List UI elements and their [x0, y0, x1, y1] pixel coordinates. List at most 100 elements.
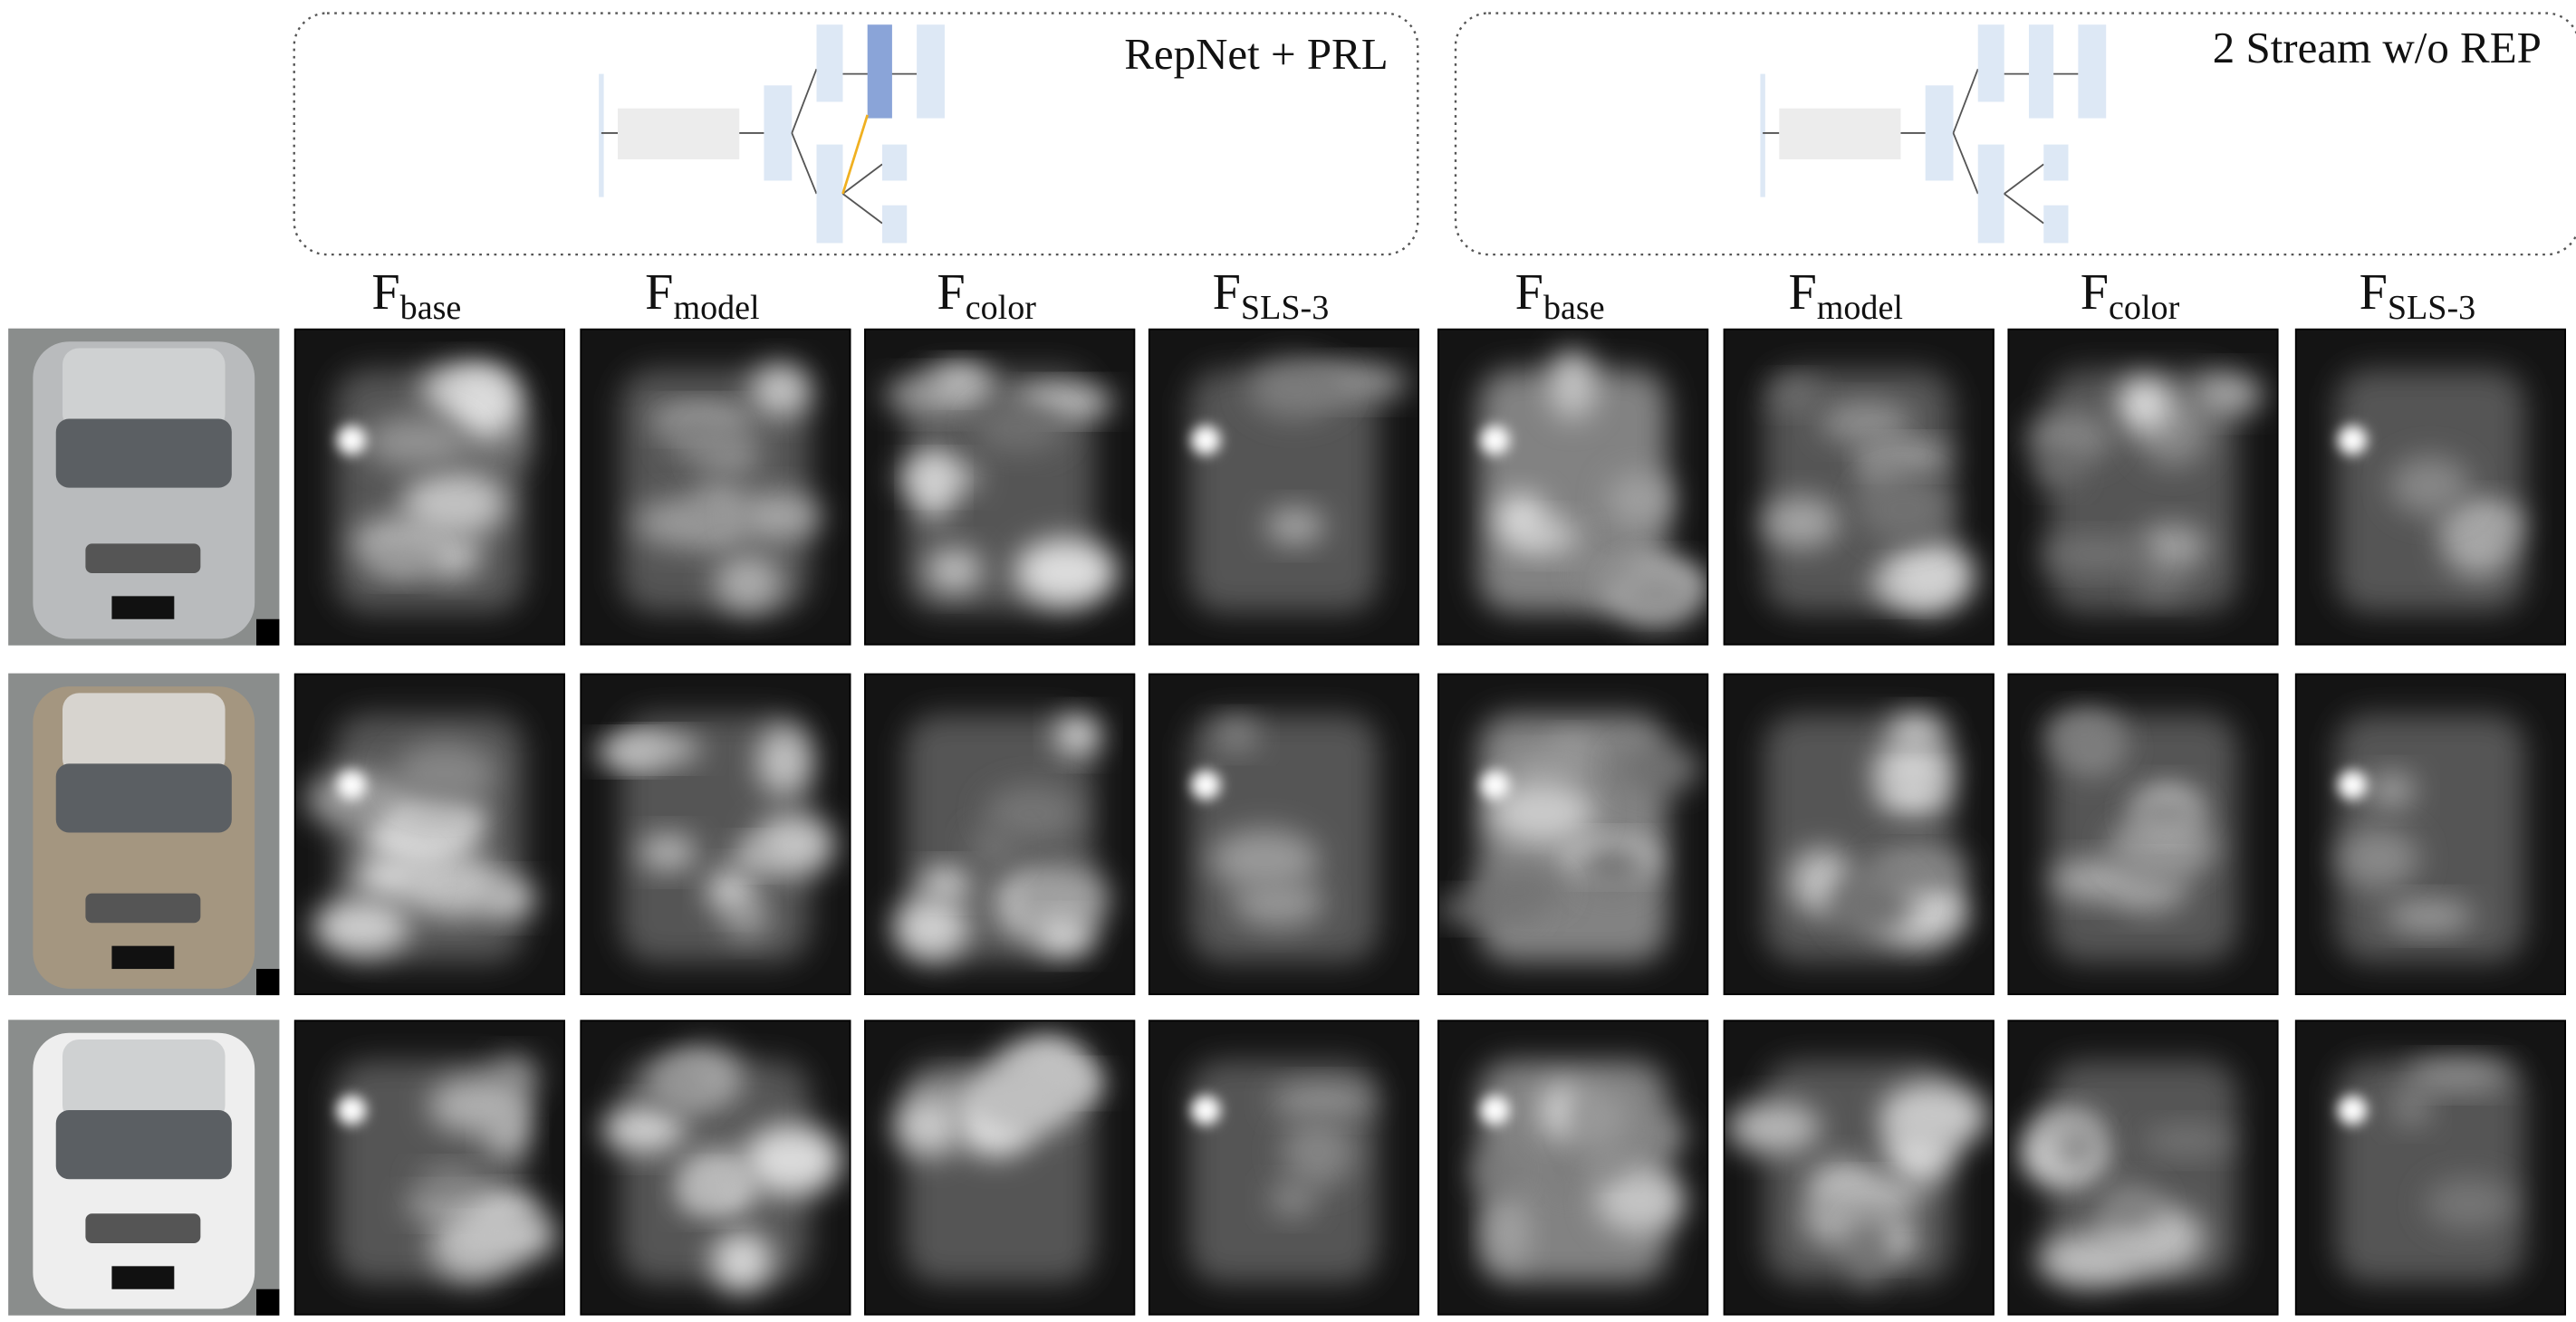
label-sub: color [2109, 289, 2180, 327]
heat-blob [1496, 493, 1546, 543]
heat-blob [2442, 501, 2523, 544]
corner [256, 1288, 280, 1316]
heat-blob [369, 543, 434, 578]
windshield [55, 418, 232, 488]
block [2028, 24, 2054, 119]
heat-blob [926, 548, 983, 592]
heat-blob [714, 553, 783, 613]
grille [85, 543, 201, 573]
heat-frame [1437, 673, 1709, 996]
heatmap [2007, 1020, 2279, 1316]
heat-blob [968, 1063, 1076, 1136]
label-main: F [1515, 264, 1543, 321]
heatmap [1723, 673, 1994, 996]
hot-spot [336, 770, 367, 800]
heat-frame [2007, 328, 2279, 646]
car-roof [62, 1039, 226, 1122]
heat-blob [2099, 1183, 2160, 1231]
link [2004, 193, 2044, 225]
heat-blob [486, 1099, 529, 1160]
heatmap [1148, 1020, 1420, 1316]
heat-blob [1726, 1101, 1821, 1154]
heat-base [1189, 369, 1379, 613]
heat-blob [1215, 719, 1258, 751]
heat-blob [1886, 541, 1975, 612]
block [1779, 108, 1901, 159]
windshield [55, 763, 232, 833]
heat-blob [401, 469, 507, 539]
link [841, 193, 883, 225]
heat-blob [932, 365, 990, 396]
heat-blob [2134, 568, 2188, 601]
label-sub: base [400, 289, 462, 327]
block [2043, 205, 2069, 244]
heat-blob [2141, 1125, 2233, 1156]
column-label: Fmodel [1789, 264, 1903, 327]
heat-blob [363, 416, 471, 468]
label-main: F [371, 264, 399, 321]
heat-blob [969, 827, 1020, 868]
heat-blob [2389, 455, 2471, 516]
heat-blob [920, 867, 972, 900]
heat-blob [914, 450, 954, 519]
heat-blob [984, 785, 1081, 842]
heat-blob [735, 491, 822, 541]
label-main: F [1213, 264, 1241, 321]
heat-blob [400, 852, 505, 918]
heat-blob [706, 869, 756, 912]
heatmap [2294, 1020, 2567, 1316]
heatmap [1437, 673, 1709, 996]
car-roof [62, 348, 226, 431]
heatmap [864, 673, 1136, 996]
heat-frame [2007, 673, 2279, 996]
heat-blob [1269, 1182, 1317, 1217]
corner [256, 969, 280, 996]
heat-blob [1016, 865, 1110, 934]
heatmap [2007, 673, 2279, 996]
heat-blob [1763, 496, 1841, 549]
column-label: Fcolor [937, 264, 1036, 327]
heat-blob [1549, 1143, 1590, 1195]
heat-blob [1571, 1087, 1629, 1147]
heat-blob [1607, 472, 1673, 528]
heat-blob [2338, 828, 2420, 889]
heat-blob [1270, 1084, 1374, 1118]
heatmap [580, 1020, 851, 1316]
heat-blob [2051, 859, 2147, 900]
plate [111, 945, 175, 970]
grille [85, 893, 201, 924]
label-sub: model [1817, 289, 1903, 327]
heat-blob [305, 770, 409, 829]
plate [111, 596, 175, 619]
grille [85, 1213, 201, 1243]
heat-blob [2055, 1129, 2099, 1169]
corner [256, 618, 280, 646]
heat-blob [405, 1191, 495, 1220]
heat-blob [973, 404, 1067, 453]
heat-blob [1503, 751, 1590, 784]
heat-blob [1265, 507, 1325, 545]
car-roof [62, 693, 226, 776]
heat-frame [864, 328, 1136, 646]
label-main: F [645, 264, 673, 321]
heat-frame [1723, 328, 1994, 646]
heatmap [1437, 328, 1709, 646]
plate [111, 1266, 175, 1289]
car-photo [8, 1020, 280, 1316]
heat-frame [1148, 328, 1420, 646]
block [2043, 144, 2069, 181]
block [2078, 24, 2107, 119]
heat-blob [1488, 1199, 1530, 1268]
heat-blob [2403, 1059, 2512, 1091]
heat-blob [2027, 411, 2114, 464]
heat-frame [293, 1020, 565, 1316]
heat-blob [756, 726, 812, 797]
link [841, 163, 883, 195]
heat-blob [1576, 841, 1648, 893]
heat-frame [580, 1020, 851, 1316]
label-sub: base [1543, 289, 1605, 327]
heat-blob [677, 1173, 721, 1213]
heat-blob [2129, 797, 2203, 829]
block [764, 85, 793, 181]
